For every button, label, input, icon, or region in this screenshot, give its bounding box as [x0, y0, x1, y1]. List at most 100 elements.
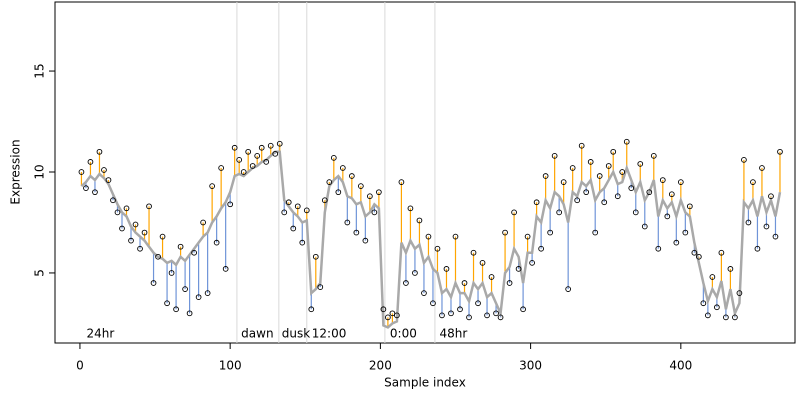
- point: [475, 300, 481, 307]
- point: [317, 284, 324, 290]
- point: [506, 280, 513, 286]
- point: [155, 253, 161, 260]
- point: [750, 179, 756, 185]
- point: [772, 233, 779, 240]
- point: [578, 142, 585, 149]
- point: [195, 294, 202, 301]
- point: [520, 306, 526, 313]
- point: [741, 157, 747, 163]
- point: [493, 310, 499, 317]
- point: [385, 314, 391, 321]
- point: [312, 253, 319, 260]
- point: [533, 199, 540, 206]
- point: [96, 148, 103, 155]
- point: [605, 163, 612, 169]
- point: [565, 286, 572, 292]
- point: [754, 245, 761, 252]
- point: [168, 270, 175, 276]
- point: [488, 274, 495, 280]
- point: [159, 233, 166, 240]
- point: [128, 237, 134, 244]
- point: [705, 312, 711, 319]
- point: [258, 144, 265, 151]
- point: [164, 300, 170, 307]
- point: [768, 193, 774, 200]
- point: [123, 205, 130, 212]
- point: [714, 304, 720, 311]
- point: [83, 185, 89, 191]
- point: [718, 249, 725, 256]
- point: [511, 209, 517, 216]
- point: [556, 209, 562, 216]
- point: [497, 314, 504, 321]
- y-tick-label: 10: [33, 164, 47, 179]
- annotation: 12:00: [312, 327, 347, 341]
- point: [353, 229, 360, 236]
- point: [416, 217, 423, 224]
- point: [173, 306, 179, 313]
- point: [227, 201, 234, 208]
- point: [209, 183, 215, 189]
- annotation: dawn: [241, 327, 273, 341]
- point: [542, 173, 549, 179]
- point: [92, 189, 98, 196]
- point: [132, 221, 139, 228]
- point: [502, 229, 508, 236]
- point: [344, 219, 351, 226]
- point: [186, 310, 193, 317]
- point: [339, 165, 346, 171]
- point: [254, 152, 261, 159]
- point: [763, 223, 770, 230]
- point: [655, 245, 662, 252]
- point: [335, 189, 342, 196]
- point: [330, 155, 337, 161]
- point: [204, 290, 211, 296]
- point: [231, 144, 238, 151]
- point: [583, 189, 590, 196]
- point: [529, 259, 535, 266]
- point: [619, 169, 626, 175]
- point: [659, 177, 666, 183]
- point: [236, 157, 243, 163]
- annotation: 48hr: [439, 327, 467, 341]
- y-tick-label: 15: [33, 63, 47, 78]
- point: [321, 197, 328, 204]
- point: [592, 229, 599, 236]
- point: [601, 199, 608, 206]
- point: [294, 203, 301, 210]
- point: [457, 306, 463, 313]
- point: [407, 205, 414, 212]
- point: [191, 249, 197, 256]
- point: [686, 203, 693, 210]
- point: [119, 225, 125, 232]
- point: [587, 159, 594, 165]
- annotation: 0:00: [390, 327, 417, 341]
- annotation: dusk: [282, 327, 310, 341]
- point: [358, 183, 364, 189]
- point: [641, 223, 648, 230]
- point: [218, 165, 224, 171]
- point: [637, 161, 644, 167]
- point: [614, 193, 621, 200]
- point: [479, 259, 486, 266]
- point: [623, 138, 630, 145]
- point: [78, 169, 85, 175]
- point: [398, 179, 405, 185]
- point: [105, 177, 112, 183]
- point: [281, 209, 288, 216]
- annotation: 24hr: [86, 327, 114, 341]
- point: [367, 193, 373, 200]
- point: [709, 274, 716, 280]
- point: [87, 159, 94, 165]
- point: [538, 245, 544, 252]
- x-tick-label: 100: [219, 359, 242, 373]
- point: [394, 312, 400, 319]
- point: [245, 148, 252, 155]
- point: [673, 239, 680, 246]
- point: [263, 159, 270, 165]
- point: [551, 152, 558, 159]
- point: [222, 266, 229, 272]
- point: [515, 266, 522, 272]
- point: [425, 233, 432, 240]
